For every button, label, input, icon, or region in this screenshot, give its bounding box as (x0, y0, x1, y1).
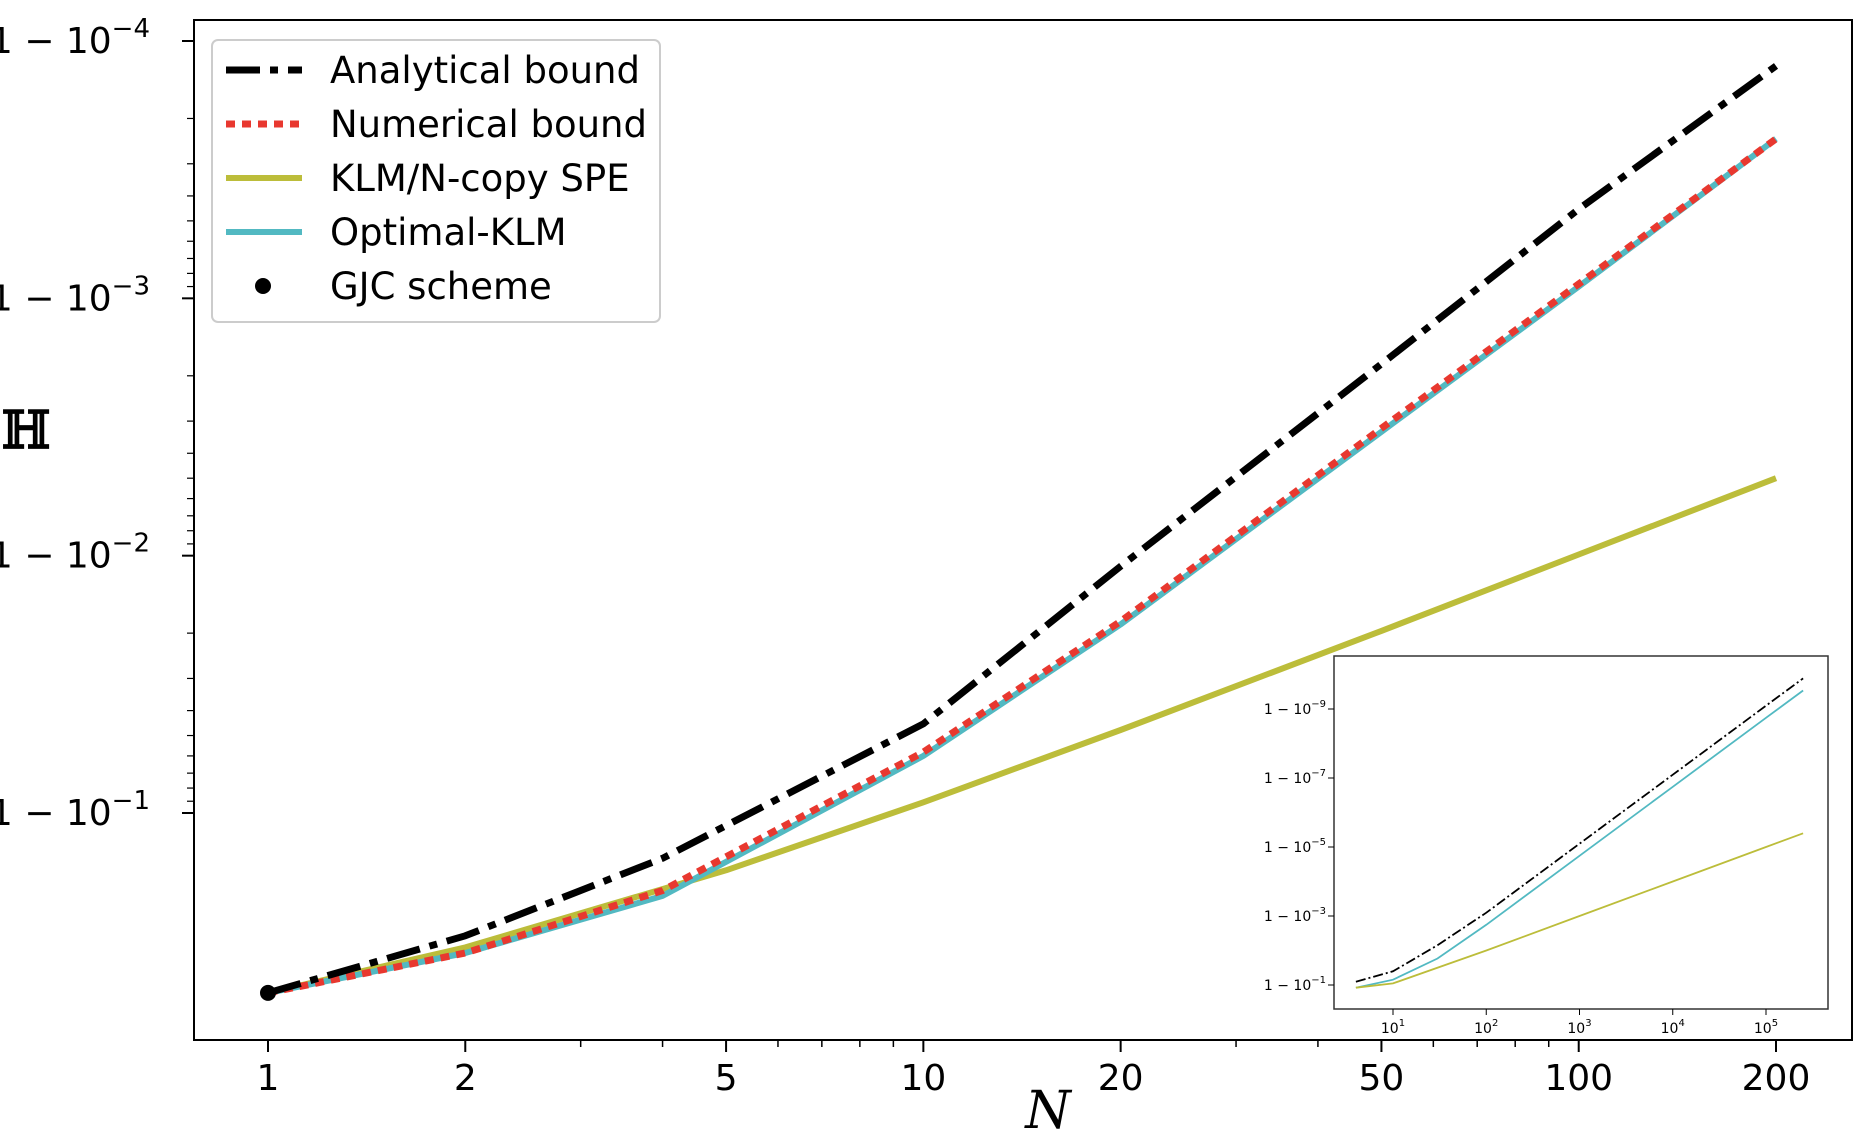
y-tick-label: 1 − 10−1 (0, 786, 150, 834)
x-tick-label: 10 (900, 1058, 946, 1099)
legend-label: KLM/N-copy SPE (330, 157, 630, 200)
inset-y-tick-label: 1 − 10−9 (1264, 699, 1326, 718)
x-tick-label: 20 (1098, 1058, 1144, 1099)
legend-box (211, 39, 661, 323)
y-axis: 1 − 10−4 1 − 10−3 1 − 10−2 1 − 10−1 (0, 14, 194, 834)
legend-marker (255, 278, 271, 294)
legend-label: Analytical bound (330, 49, 640, 92)
inset-frame (1333, 655, 1829, 1010)
x-tick-label: 100 (1544, 1058, 1613, 1099)
x-axis-title: N (1023, 1081, 1072, 1132)
y-axis-title: ℍ (1, 400, 50, 461)
series-line-2 (267, 135, 1779, 997)
inset-series-line-2 (1355, 689, 1804, 989)
y-tick-label: 1 − 10−4 (0, 14, 150, 62)
series-layer (260, 63, 1779, 1001)
inset-x-tick-label: 104 (1661, 1018, 1685, 1037)
legend-label: GJC scheme (330, 265, 552, 308)
inset-series-line-3 (1355, 832, 1804, 989)
inset-x-tick-label: 101 (1381, 1018, 1405, 1037)
inset-y-tick-label: 1 − 10−1 (1264, 975, 1326, 994)
inset-x-tick-label: 102 (1474, 1018, 1498, 1037)
inset-y-tick-label: 1 − 10−7 (1264, 768, 1326, 787)
inset-chart: 101 102 103 104 105 1 − 10−9 1 − 10−7 1 − 10−5 1… (1264, 655, 1829, 1037)
legend: Analytical bound Numerical bound KLM/N-cop… (211, 39, 661, 323)
y-tick-label: 1 − 10−3 (0, 271, 150, 319)
inset-x-tick-label: 105 (1754, 1018, 1778, 1037)
x-tick-label: 50 (1359, 1058, 1405, 1099)
series-line-1 (267, 63, 1779, 997)
legend-label: Optimal-KLM (330, 211, 567, 254)
gjc-point (260, 984, 276, 1001)
x-tick-label: 1 (257, 1058, 280, 1099)
x-tick-label: 200 (1742, 1058, 1811, 1099)
series-line-3 (267, 475, 1778, 996)
inset-y-tick-label: 1 − 10−3 (1264, 906, 1326, 925)
x-axis: 1 2 5 10 20 50 100 200 (257, 1040, 1811, 1099)
inset-y-tick-label: 1 − 10−5 (1264, 837, 1326, 856)
y-tick-label: 1 − 10−2 (0, 529, 150, 577)
inset-series-line-1 (1355, 677, 1804, 983)
x-tick-label: 2 (454, 1058, 477, 1099)
legend-label: Numerical bound (330, 103, 647, 146)
inset-x-tick-label: 103 (1567, 1018, 1591, 1037)
x-tick-label: 5 (715, 1058, 738, 1099)
